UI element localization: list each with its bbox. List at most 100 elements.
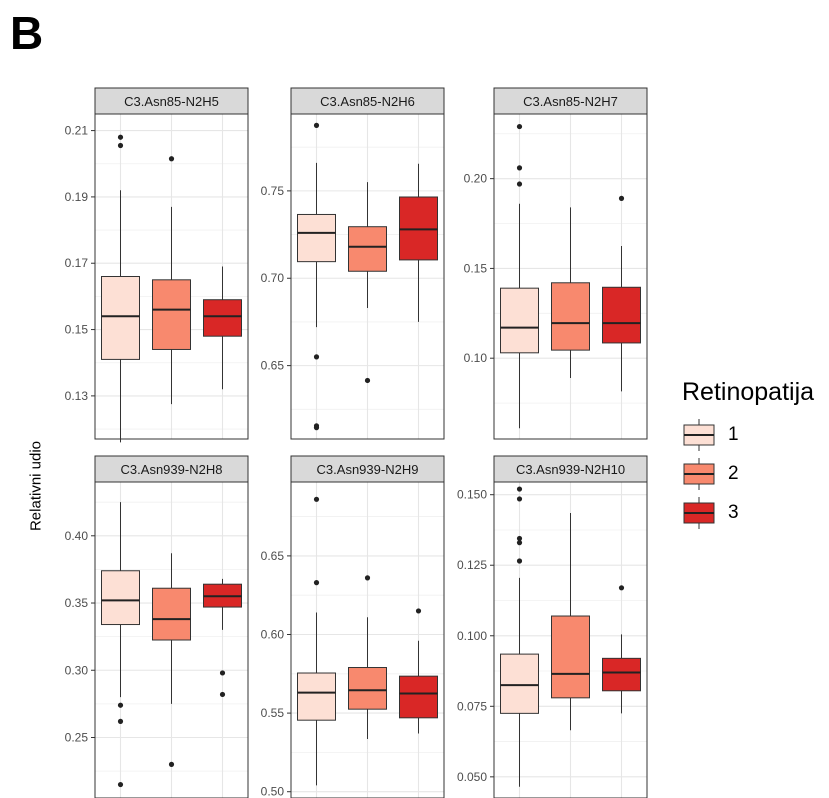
box-iqr (602, 286, 641, 344)
box-iqr (203, 299, 242, 337)
box-group-3 (602, 585, 641, 714)
outlier-point (415, 608, 422, 614)
outlier-point (117, 134, 124, 140)
legend-label-1: 1 (728, 423, 739, 445)
box-group-1 (101, 502, 140, 788)
box-iqr (348, 667, 387, 710)
box-group-2 (551, 513, 590, 731)
outlier-point (313, 580, 320, 586)
panel-border (493, 113, 648, 440)
box-group-1 (297, 496, 336, 786)
outlier-point (516, 540, 523, 546)
y-tick-label: 0.35 (65, 596, 89, 610)
y-tick-label: 0.50 (261, 785, 285, 798)
panel-border (290, 113, 445, 440)
outlier-point (618, 195, 625, 201)
box-group-1 (500, 123, 539, 429)
box-iqr (551, 282, 590, 351)
box-iqr (500, 653, 539, 714)
box-iqr (399, 675, 438, 719)
legend-item-1: 1 (682, 415, 814, 454)
facet-title: C3.Asn85-N2H5 (124, 94, 219, 109)
y-tick-label: 0.150 (457, 488, 487, 502)
y-tick-label: 0.15 (65, 323, 89, 337)
box-group-3 (203, 266, 242, 390)
box-iqr (152, 587, 191, 641)
box-group-1 (297, 122, 336, 431)
box-group-1 (101, 134, 140, 443)
outlier-point (117, 781, 124, 788)
legend-item-2: 2 (682, 454, 814, 493)
facet-strip (94, 87, 249, 115)
outlier-point (516, 496, 523, 502)
y-tick-label: 0.65 (261, 549, 285, 563)
legend-key-3 (682, 496, 716, 530)
outlier-point (117, 718, 124, 724)
y-tick-label: 0.75 (261, 184, 285, 198)
box-iqr (348, 226, 387, 272)
outlier-point (516, 535, 523, 542)
legend: Retinopatija 1 2 3 (682, 378, 814, 532)
y-tick-label: 0.55 (261, 706, 285, 720)
box-group-3 (602, 195, 641, 392)
box-iqr (297, 213, 336, 263)
y-tick-label: 0.19 (65, 190, 89, 204)
box-group-2 (551, 207, 590, 378)
box-iqr (101, 570, 140, 626)
outlier-point (516, 181, 523, 187)
outlier-point (516, 486, 523, 492)
facet-strip (493, 455, 648, 483)
legend-item-3: 3 (682, 493, 814, 532)
outlier-point (313, 122, 320, 128)
outlier-point (364, 377, 371, 384)
y-tick-label: 0.10 (464, 351, 488, 365)
panel-c3-asn85-n2h6: C3.Asn85-N2H6 0.65 0.70 0.75 (261, 87, 445, 440)
box-group-2 (348, 182, 387, 384)
box-iqr (152, 279, 191, 350)
facet-title: C3.Asn85-N2H7 (523, 94, 618, 109)
y-tick-label: 0.100 (457, 629, 487, 643)
panel-c3-asn939-n2h10: C3.Asn939-N2H10 0.050 0.075 0.100 0.125 0.150 (457, 455, 648, 798)
box-group-3 (399, 608, 438, 734)
box-group-3 (399, 163, 438, 322)
box-group-2 (152, 156, 191, 405)
outlier-point (219, 691, 226, 698)
y-tick-label: 0.050 (457, 770, 487, 784)
panel-border (94, 113, 249, 440)
outlier-point (168, 761, 175, 767)
panel-c3-asn939-n2h9: C3.Asn939-N2H9 0.50 0.55 0.60 0.65 (261, 455, 445, 798)
y-tick-label: 0.60 (261, 627, 285, 641)
outlier-point (516, 558, 523, 564)
y-tick-label: 0.65 (261, 359, 285, 373)
y-tick-label: 0.15 (464, 261, 488, 275)
legend-label-2: 2 (728, 462, 739, 484)
panel-letter: B (10, 7, 44, 59)
outlier-point (117, 142, 124, 149)
y-tick-label: 0.20 (464, 172, 488, 186)
box-group-3 (203, 578, 242, 698)
facet-title: C3.Asn939-N2H8 (121, 462, 223, 477)
box-iqr (297, 672, 336, 721)
y-tick-label: 0.70 (261, 271, 285, 285)
facet-strip (493, 87, 648, 115)
y-tick-label: 0.17 (65, 256, 89, 270)
panel-c3-asn939-n2h8: C3.Asn939-N2H8 0.25 0.30 0.35 0.40 (65, 455, 249, 798)
y-tick-label: 0.125 (457, 558, 487, 572)
y-tick-label: 0.075 (457, 699, 487, 713)
outlier-point (618, 585, 625, 591)
box-iqr (500, 287, 539, 354)
outlier-point (516, 123, 523, 130)
legend-label-3: 3 (728, 501, 739, 523)
panel-c3-asn85-n2h7: C3.Asn85-N2H7 0.10 0.15 0.20 (464, 87, 648, 440)
box-iqr (101, 276, 140, 360)
legend-key-1 (682, 418, 716, 452)
outlier-point (313, 354, 320, 360)
y-tick-label: 0.13 (65, 389, 89, 403)
box-iqr (602, 657, 641, 692)
y-tick-label: 0.25 (65, 730, 89, 744)
box-group-2 (348, 575, 387, 740)
legend-title: Retinopatija (682, 378, 815, 406)
outlier-point (364, 575, 371, 581)
y-tick-label: 0.21 (65, 124, 89, 138)
